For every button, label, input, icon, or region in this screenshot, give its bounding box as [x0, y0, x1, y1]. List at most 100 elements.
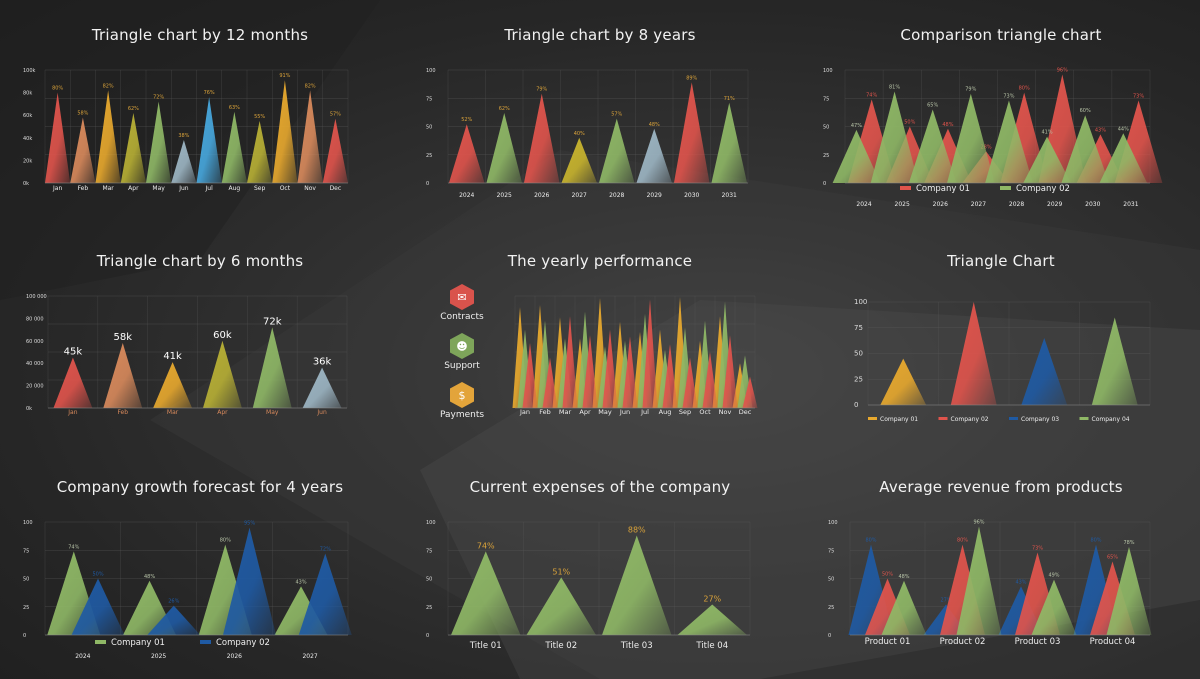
y-tick-label: 50 [426, 125, 432, 131]
x-tick-label: Oct [699, 408, 711, 416]
x-tick-label: Title 01 [469, 641, 502, 651]
x-tick-label: 2030 [684, 192, 699, 199]
chart-title: The yearly performance [507, 252, 693, 270]
triangle-mark [486, 112, 523, 183]
triangle-mark [297, 90, 323, 183]
x-tick-label: Jan [67, 409, 77, 416]
money-icon: $ [450, 382, 474, 408]
legend-label: Support [444, 361, 480, 371]
legend-swatch [1009, 417, 1018, 420]
x-tick-label: 2026 [227, 653, 242, 660]
triangle-mark [598, 118, 635, 183]
triangle-mark [870, 91, 919, 183]
y-tick-label: 50 [426, 577, 432, 583]
data-label: 74% [477, 541, 495, 550]
x-tick-label: Title 02 [544, 641, 577, 651]
y-tick-label: 60 000 [26, 339, 44, 345]
triangle-mark [252, 327, 292, 408]
triangle-mark [120, 112, 146, 183]
triangle-mark [522, 343, 538, 408]
data-label: 95% [244, 521, 255, 527]
data-label: 74% [866, 92, 877, 98]
triangle-mark [302, 367, 342, 408]
y-tick-label: 50 [823, 125, 829, 131]
x-tick-label: 2027 [302, 653, 317, 660]
x-tick-label: Apr [217, 409, 228, 416]
x-tick-label: 2025 [151, 653, 166, 660]
data-label: 38% [178, 133, 189, 139]
legend-label: Company 02 [1016, 184, 1070, 194]
data-label: 72% [153, 95, 164, 101]
triangle-mark [642, 299, 658, 408]
x-tick-label: Jun [316, 409, 327, 416]
triangle-mark [622, 336, 638, 408]
legend-label: Payments [439, 410, 485, 420]
x-tick-label: 2031 [1123, 201, 1138, 208]
triangle-mark [448, 124, 485, 183]
triangle-mark [946, 93, 995, 183]
triangle-mark [322, 118, 348, 183]
x-tick-label: 2026 [534, 192, 549, 199]
triangle-mark [711, 102, 748, 183]
y-tick-label: 25 [828, 605, 834, 611]
y-tick-label: 60k [23, 113, 32, 119]
triangle-mark [682, 357, 698, 408]
data-label: 60% [1080, 108, 1091, 114]
triangle-mark [702, 352, 718, 408]
data-label: 79% [536, 87, 547, 93]
x-tick-label: Title 03 [620, 641, 653, 651]
chart-title: Triangle Chart [947, 252, 1055, 270]
data-label: 51% [552, 567, 570, 576]
x-tick-label: Sep [679, 408, 691, 416]
triangle-mark [950, 302, 997, 405]
y-tick-label: 100 [23, 520, 33, 526]
triangle-mark [602, 329, 618, 408]
data-label: 41% [1042, 130, 1053, 136]
triangle-mark [582, 335, 598, 408]
x-tick-label: 2027 [572, 192, 587, 199]
y-tick-label: 25 [23, 605, 29, 611]
triangle-mark [103, 343, 143, 408]
data-label: 91% [279, 73, 290, 79]
y-tick-label: 75 [23, 548, 29, 554]
y-tick-label: 100 [823, 68, 833, 74]
triangle-mark [298, 553, 352, 635]
y-tick-label: 25 [823, 153, 829, 159]
data-label: 43% [1015, 579, 1026, 585]
data-label: 72% [320, 547, 331, 553]
data-label: 74% [68, 544, 79, 550]
legend-swatch [1079, 417, 1089, 420]
triangle-mark [677, 604, 747, 635]
legend-label: Company 01 [111, 638, 165, 648]
data-label: 50% [92, 572, 103, 578]
x-tick-label: Jan [519, 408, 530, 416]
data-label: 65% [1107, 555, 1118, 561]
triangle-mark [956, 526, 1002, 635]
x-tick-label: 2026 [933, 201, 948, 208]
data-label: 96% [973, 520, 984, 526]
x-tick-label: Apr [579, 408, 591, 416]
triangle-mark [561, 137, 598, 183]
y-tick-label: 100 [426, 68, 436, 74]
legend-label: Company 03 [1021, 416, 1059, 423]
x-tick-label: Jun [178, 185, 189, 192]
y-tick-label: 25 [426, 153, 432, 159]
triangle-mark [1099, 133, 1148, 183]
data-label: 80% [865, 538, 876, 544]
data-label: 79% [965, 87, 976, 93]
x-tick-label: Dec [739, 408, 752, 416]
triangle-mark [985, 100, 1033, 183]
data-label: 47% [851, 123, 862, 129]
data-label: 27% [940, 597, 951, 603]
triangle-mark [202, 340, 242, 408]
data-label: 78% [1123, 540, 1134, 546]
legend-swatch [900, 186, 911, 190]
triangle-mark [196, 97, 222, 183]
triangle-mark [1023, 136, 1071, 183]
triangle-mark [221, 111, 247, 183]
triangle-mark [602, 535, 672, 635]
data-label: 57% [611, 112, 622, 118]
data-label: 80% [957, 538, 968, 544]
handshake-icon: ✉ [450, 284, 474, 310]
